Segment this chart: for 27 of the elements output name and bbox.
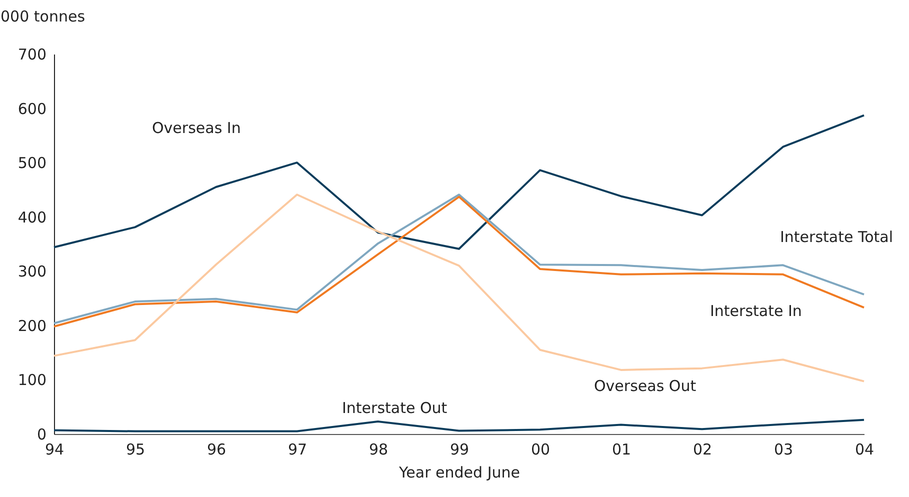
y-tick-label: 400 — [18, 208, 46, 226]
x-tick-label: 03 — [774, 440, 794, 458]
x-tick-label: 04 — [854, 440, 874, 458]
line-series — [53, 418, 865, 432]
y-tick-label: 600 — [18, 100, 46, 118]
y-tick-label: 100 — [18, 371, 46, 390]
series-label: Interstate In — [710, 302, 802, 320]
x-tick-label: 00 — [530, 440, 550, 458]
y-tick-label: 300 — [18, 262, 46, 281]
y-tick-label: 700 — [18, 46, 46, 64]
x-axis-title: Year ended June — [398, 464, 520, 482]
x-tick-label: 95 — [126, 440, 146, 458]
y-tick-label: 0 — [36, 426, 46, 444]
y-tick-label: 500 — [18, 154, 46, 172]
x-tick-label: 94 — [44, 440, 64, 458]
y-tick-label: 200 — [18, 316, 46, 335]
text: Overseas In — [152, 119, 241, 137]
series-label: Interstate Out — [342, 399, 448, 417]
x-tick-label: 02 — [692, 440, 712, 458]
series-label: Overseas Out — [594, 377, 696, 395]
series-label: Interstate Total — [780, 228, 894, 246]
x-tick-label: 99 — [450, 440, 470, 458]
x-tick-label: 96 — [206, 440, 226, 458]
x-tick-label: 98 — [368, 440, 388, 458]
x-tick-label: 01 — [612, 440, 632, 458]
x-tick-label: 97 — [288, 440, 308, 458]
y-axis-title: 000 tonnes — [0, 8, 86, 26]
